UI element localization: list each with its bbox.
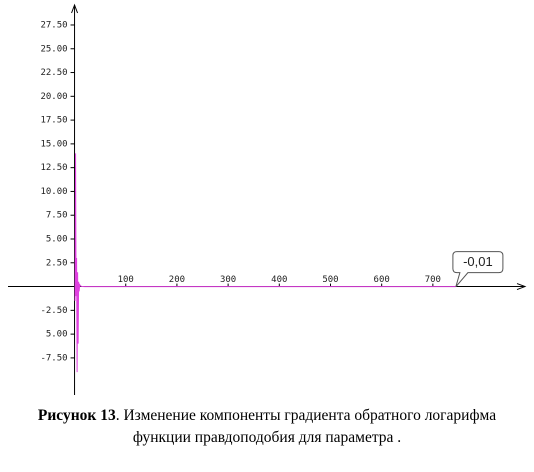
y-tick-label: 27.50	[40, 20, 67, 30]
annotation: -0,01	[463, 254, 493, 269]
data-line	[74, 153, 456, 373]
x-tick-label: 700	[425, 275, 441, 285]
y-tick-label: -7.50	[40, 353, 67, 363]
callout	[452, 251, 504, 287]
y-tick-label: 2.50	[46, 258, 68, 268]
y-tick-label: 12.50	[40, 163, 67, 173]
y-tick-label: -2.50	[40, 306, 67, 316]
chart: -7.50 5.00 -2.50 2.50 5.00 7.50 10.00 12.50 15.0…	[8, 3, 527, 395]
x-tick-label: 200	[169, 275, 185, 285]
y-tick-label: 10.00	[40, 187, 67, 197]
y-tick-label: 22.50	[40, 68, 67, 78]
caption-label: Рисунок 13	[37, 407, 116, 424]
y-tick-label: 17.50	[40, 116, 67, 126]
x-tick-label: 600	[374, 275, 390, 285]
y-tick-label: 7.50	[46, 211, 68, 221]
y-tick-label: 15.00	[40, 139, 67, 149]
x-tick-label: 400	[271, 275, 287, 285]
x-arrow	[516, 283, 527, 291]
y-tick-label: 25.00	[40, 44, 67, 54]
x-tick-label: 100	[118, 275, 134, 285]
y-tick-label: 20.00	[40, 92, 67, 102]
y-arrow	[71, 3, 79, 14]
y-tick-label: 5.00	[46, 235, 68, 245]
x-tick-label: 300	[220, 275, 236, 285]
x-tick-label: 500	[322, 275, 338, 285]
y-tick-label: 5.00	[46, 330, 68, 340]
caption-text: . Изменение компоненты градиента обратно…	[115, 407, 497, 446]
caption: Рисунок 13. Изменение компоненты градиен…	[12, 405, 522, 449]
